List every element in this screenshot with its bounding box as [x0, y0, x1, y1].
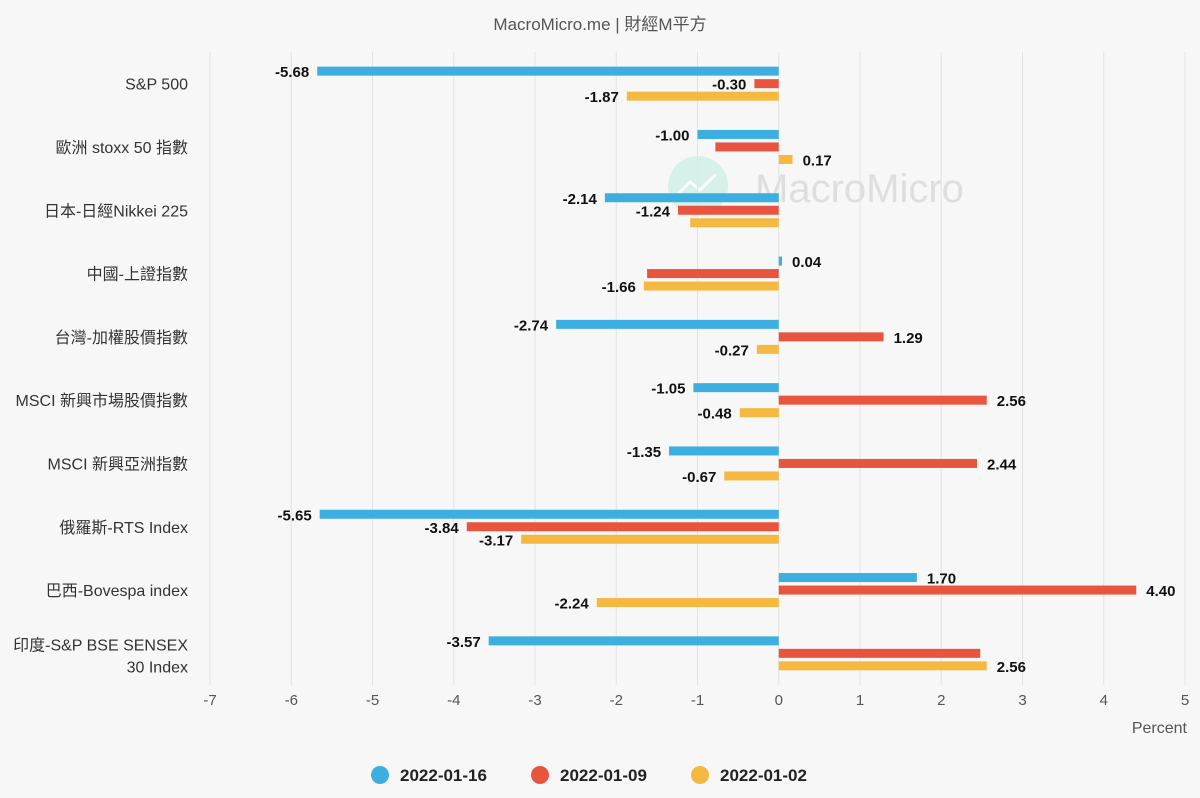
data-label: 4.40: [1146, 583, 1175, 600]
bar: [466, 522, 779, 532]
legend-marker[interactable]: [531, 766, 549, 784]
data-label: -1.24: [636, 203, 671, 220]
category-label: 俄羅斯-RTS Index: [59, 519, 188, 537]
legend: 2022-01-16 2022-01-09 2022-01-02: [371, 766, 807, 785]
legend-label[interactable]: 2022-01-02: [720, 766, 807, 785]
category-label: 歐洲 stoxx 50 指數: [56, 139, 188, 157]
bar: [778, 585, 1137, 595]
x-tick-label: -3: [528, 692, 541, 709]
bar: [556, 319, 779, 329]
bar: [778, 154, 793, 164]
data-label: -0.27: [715, 342, 749, 359]
x-tick-label: -2: [610, 692, 623, 709]
bar: [778, 661, 987, 671]
watermark-icon-line: [676, 172, 718, 196]
bar: [521, 534, 779, 544]
x-tick-label: 4: [1100, 692, 1108, 709]
data-label: -0.48: [698, 406, 732, 423]
bar: [754, 79, 779, 89]
bar: [669, 446, 779, 456]
data-label: -5.65: [277, 507, 311, 524]
bar: [778, 573, 917, 583]
bars-group: [317, 66, 1137, 671]
bar: [643, 281, 779, 291]
data-label: -1.00: [655, 127, 689, 144]
bar: [778, 256, 782, 266]
data-label: -0.67: [682, 469, 716, 486]
category-label: 印度-S&P BSE SENSEX 30 Index: [13, 636, 188, 676]
x-tick-label: 0: [775, 692, 783, 709]
data-label: 1.29: [894, 330, 923, 347]
bar: [778, 395, 987, 405]
data-label: -3.17: [479, 532, 513, 549]
bar: [693, 383, 779, 393]
data-label: -5.68: [275, 64, 309, 81]
data-label: 2.56: [997, 393, 1026, 410]
category-label: 日本-日經Nikkei 225: [44, 202, 188, 220]
category-label: 台灣-加權股價指數: [55, 329, 188, 347]
category-label: 巴西-Bovespa index: [46, 583, 188, 600]
data-label: 0.04: [792, 254, 822, 271]
x-tick-label: 3: [1018, 692, 1026, 709]
x-tick-label: 1: [856, 692, 864, 709]
chart-title: MacroMicro.me | 財經M平方: [493, 15, 706, 34]
x-tick-label: -4: [447, 692, 460, 709]
bar: [626, 91, 779, 101]
x-tick-label: 5: [1181, 692, 1189, 709]
bar: [678, 205, 779, 215]
bar: [756, 344, 779, 354]
data-label: -0.30: [712, 77, 746, 94]
bar: [697, 129, 779, 139]
legend-marker[interactable]: [691, 766, 709, 784]
data-label: 2.44: [987, 456, 1017, 473]
bar: [715, 142, 779, 152]
watermark-text: MacroMicro: [755, 167, 964, 211]
x-tick-label: -7: [203, 692, 216, 709]
legend-label[interactable]: 2022-01-16: [400, 766, 487, 785]
data-label: -1.87: [585, 89, 619, 106]
x-axis-ticks: -7 -6 -5 -4 -3 -2 -1 0 1 2 3 4 5: [203, 692, 1189, 709]
legend-marker[interactable]: [371, 766, 389, 784]
bar: [647, 269, 779, 279]
data-label: -1.35: [627, 444, 661, 461]
bar: [724, 471, 779, 481]
x-axis-title: Percent: [1132, 720, 1188, 737]
category-label: MSCI 新興亞洲指數: [48, 455, 188, 473]
bar: [604, 193, 779, 203]
bar: [319, 509, 779, 519]
bar: [778, 332, 884, 342]
data-label: 0.17: [803, 152, 832, 169]
bar: [596, 598, 779, 608]
legend-label[interactable]: 2022-01-09: [560, 766, 647, 785]
data-label: -2.14: [563, 191, 598, 208]
category-label: 中國-上證指數: [87, 266, 188, 284]
bar: [690, 218, 779, 228]
x-tick-label: -1: [691, 692, 704, 709]
data-label: -2.24: [555, 596, 590, 613]
data-labels-group: -5.68 -0.30 -1.87 -1.00 0.17 -2.14 -1.24 0.04 -1…: [275, 64, 1175, 676]
data-label: -3.57: [446, 634, 480, 651]
data-label: 1.70: [927, 571, 956, 588]
data-label: -3.84: [425, 520, 460, 537]
x-tick-label: 2: [937, 692, 945, 709]
bar: [778, 648, 981, 658]
data-label: 2.56: [997, 659, 1026, 676]
bar: [488, 636, 779, 646]
x-tick-label: -5: [366, 692, 379, 709]
bar: [778, 458, 977, 468]
data-label: -1.66: [602, 279, 636, 296]
data-label: -2.74: [514, 317, 549, 334]
category-label: S&P 500: [125, 77, 188, 94]
bar: [317, 66, 779, 76]
category-label: MSCI 新興市場股價指數: [16, 392, 188, 410]
data-label: -1.05: [651, 381, 685, 398]
bar: [739, 408, 779, 418]
x-tick-label: -6: [285, 692, 298, 709]
